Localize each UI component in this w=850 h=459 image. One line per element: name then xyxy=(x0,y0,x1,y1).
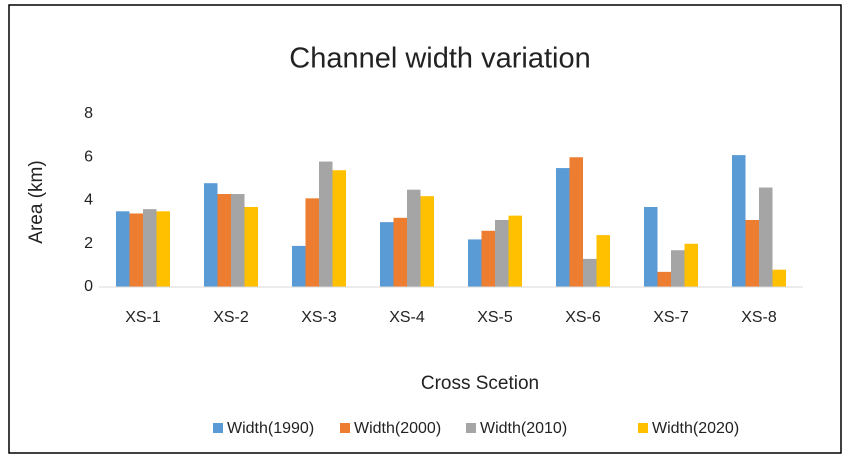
bar xyxy=(732,155,746,287)
legend-swatch xyxy=(213,423,223,433)
bar xyxy=(596,235,610,287)
bar xyxy=(244,206,258,287)
chart-title: Channel width variation xyxy=(289,43,590,75)
legend-swatch xyxy=(466,423,476,433)
bar xyxy=(305,198,319,287)
bar xyxy=(468,239,482,287)
x-tick-label: XS-8 xyxy=(741,309,777,326)
x-tick-label: XS-7 xyxy=(653,309,689,326)
x-tick-label: XS-6 xyxy=(565,309,601,326)
bar xyxy=(116,211,130,287)
y-tick-label: 2 xyxy=(84,235,93,252)
bar xyxy=(204,183,218,287)
legend-label: Width(2000) xyxy=(354,420,441,437)
bar xyxy=(129,213,143,287)
bar xyxy=(684,243,698,287)
bar xyxy=(332,170,346,287)
bar xyxy=(772,269,786,287)
bar xyxy=(292,245,306,287)
legend-label: Width(1990) xyxy=(227,420,314,437)
bar xyxy=(156,211,170,287)
x-tick-label: XS-2 xyxy=(213,309,249,326)
bar xyxy=(143,209,157,287)
legend-label: Width(2010) xyxy=(480,420,567,437)
legend-label: Width(2020) xyxy=(652,420,739,437)
bar xyxy=(481,230,495,287)
bar xyxy=(393,217,407,287)
bar xyxy=(556,168,570,287)
y-tick-label: 0 xyxy=(84,278,93,295)
y-tick-label: 4 xyxy=(84,192,93,209)
bar xyxy=(759,187,773,287)
bar xyxy=(508,215,522,287)
x-tick-label: XS-4 xyxy=(389,309,425,326)
x-tick-label: XS-1 xyxy=(125,309,161,326)
y-axis-label: Area (km) xyxy=(26,160,47,243)
x-tick-label: XS-3 xyxy=(301,309,337,326)
bar xyxy=(380,222,394,287)
bar xyxy=(231,194,245,287)
bar xyxy=(644,206,658,287)
legend-swatch xyxy=(340,423,350,433)
bar xyxy=(420,196,434,287)
legend-swatch xyxy=(638,423,648,433)
bar xyxy=(671,250,685,287)
bar xyxy=(217,194,231,287)
bar xyxy=(657,271,671,287)
y-tick-label: 8 xyxy=(84,105,93,122)
bar xyxy=(319,161,333,287)
bar xyxy=(583,258,597,287)
x-tick-label: XS-5 xyxy=(477,309,513,326)
bar xyxy=(745,219,759,287)
y-tick-label: 6 xyxy=(84,148,93,165)
x-axis-label: Cross Scetion xyxy=(421,373,539,394)
bar xyxy=(495,219,509,287)
bar xyxy=(407,189,421,287)
bar xyxy=(569,157,583,287)
